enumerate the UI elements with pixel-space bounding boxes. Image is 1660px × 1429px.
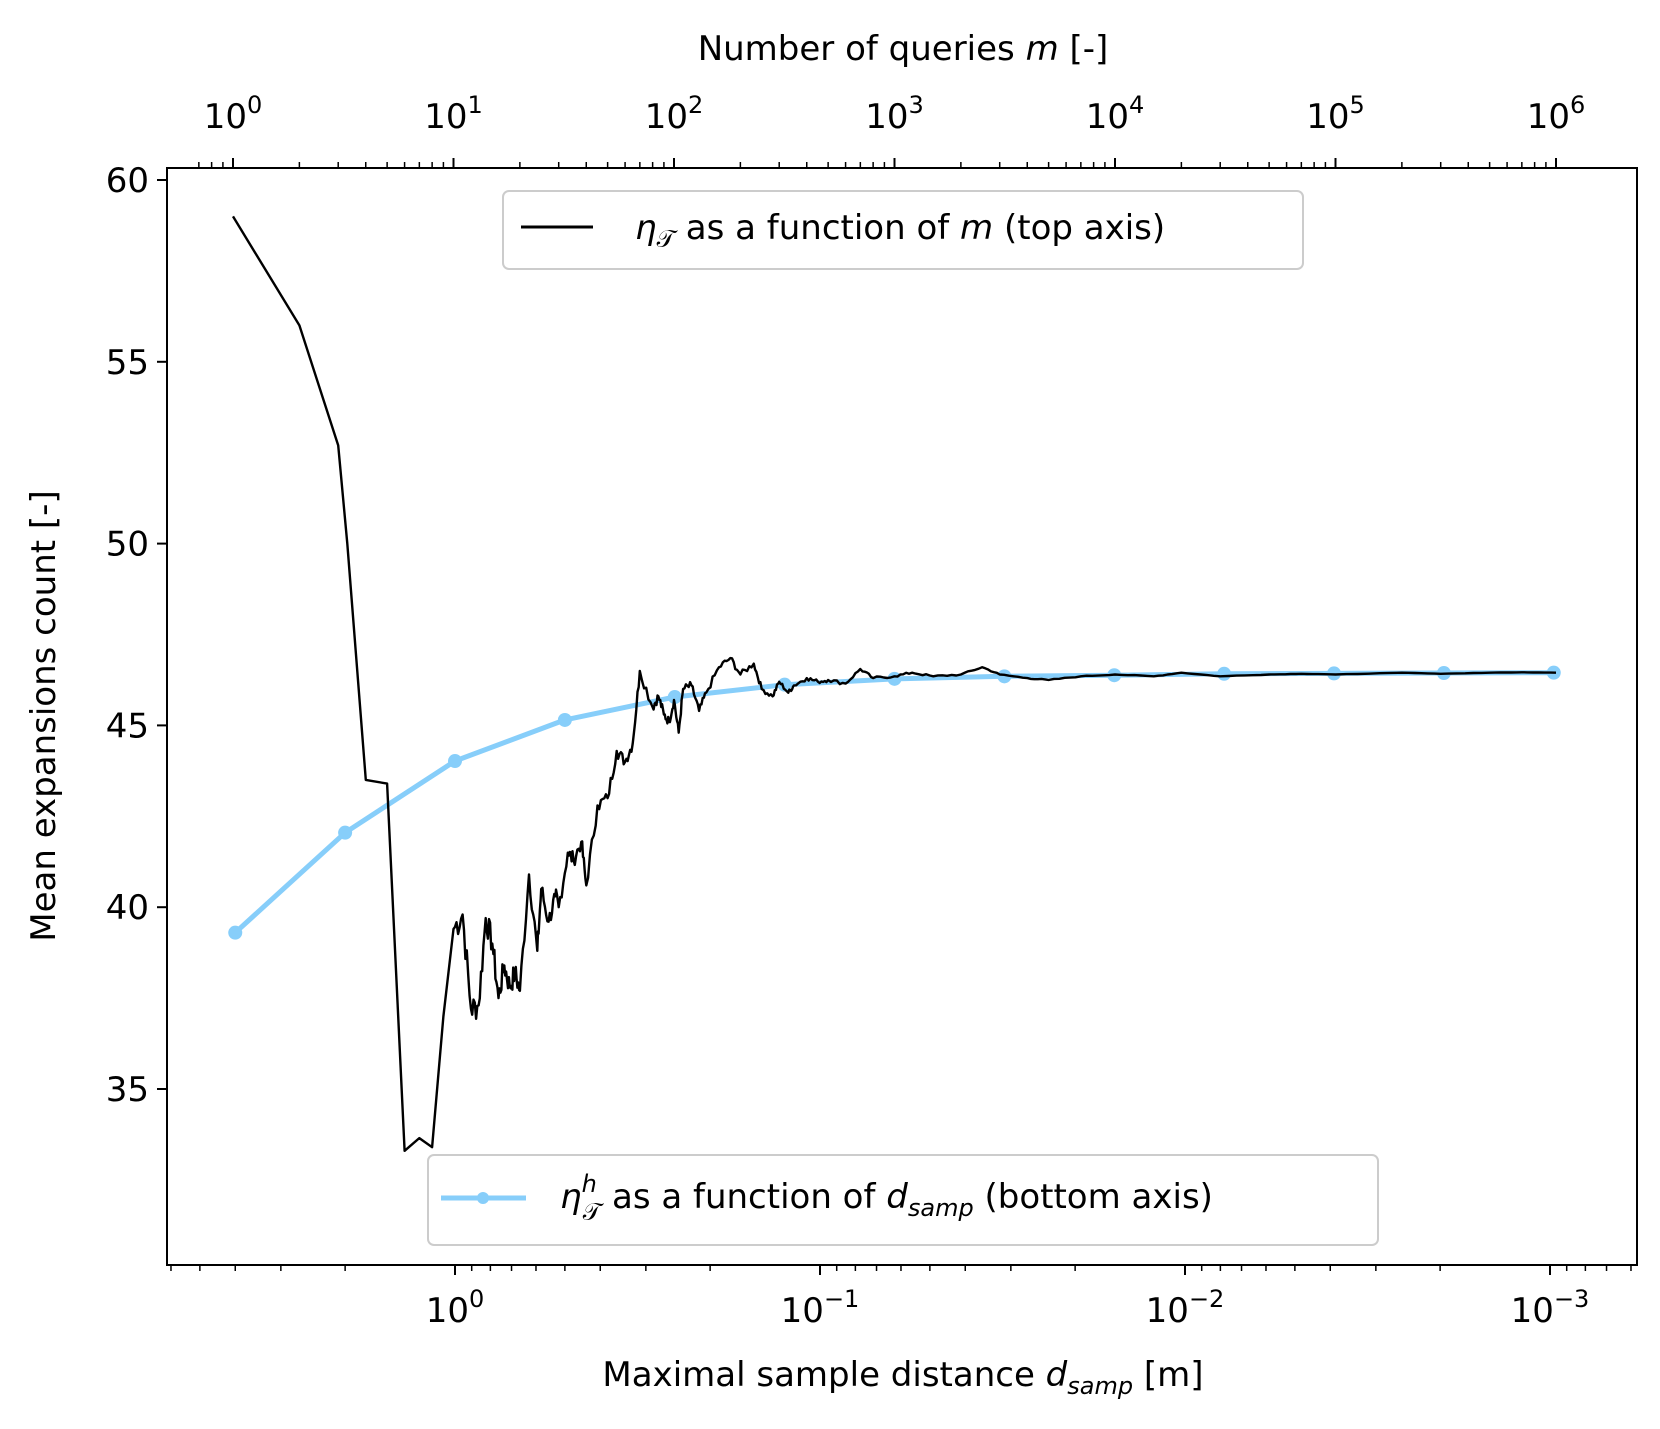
y-tick-label: 60 xyxy=(106,161,149,201)
series-layer xyxy=(228,215,1561,1152)
series-line-eta-m xyxy=(231,215,1557,1152)
top-tick-label: 105 xyxy=(1306,91,1365,137)
data-point xyxy=(228,925,243,940)
y-tick-label: 45 xyxy=(106,706,149,746)
y-tick-label: 35 xyxy=(106,1070,149,1110)
data-point xyxy=(557,712,572,727)
top-tick-label: 103 xyxy=(865,91,924,137)
data-point xyxy=(777,677,792,692)
data-point xyxy=(667,690,682,705)
data-point xyxy=(338,825,353,840)
top-axis-label: Number of queries m [-] xyxy=(698,29,1109,69)
y-tick-label: 55 xyxy=(106,343,149,383)
y-axis-label: Mean expansions count [-] xyxy=(24,490,64,941)
legend-bottom-frame xyxy=(427,1154,1379,1246)
bottom-tick-label: 100 xyxy=(426,1285,485,1331)
top-tick-label: 106 xyxy=(1527,91,1586,137)
y-tick-label: 40 xyxy=(106,888,149,928)
top-tick-label: 101 xyxy=(424,91,483,137)
bottom-tick-label: 10−3 xyxy=(1511,1285,1590,1331)
legend-top-label: η𝒯 as a function of m (top axis) xyxy=(635,208,1165,253)
top-tick-label: 102 xyxy=(645,91,704,137)
legend-bottom-label: ηh 𝒯 as a function of dsamp (bottom axis) xyxy=(560,1170,1213,1226)
legend-bottom-marker-sample xyxy=(477,1192,489,1204)
data-point xyxy=(997,669,1012,684)
bottom-tick-label: 10−2 xyxy=(1146,1285,1225,1331)
data-point xyxy=(1217,666,1232,681)
y-tick-label: 50 xyxy=(106,525,149,565)
bottom-tick-label: 10−1 xyxy=(781,1285,860,1331)
plot-frame xyxy=(166,167,1638,1266)
ticks-layer: 35 40 45 50 55 60 100 101 102 103 104 105 106 100 10−1… xyxy=(106,91,1632,1331)
top-tick-label: 100 xyxy=(204,91,263,137)
legend-top-frame xyxy=(502,190,1304,270)
legend-top: η𝒯 as a function of m (top axis) xyxy=(502,190,1304,270)
top-tick-label: 104 xyxy=(1086,91,1145,137)
bottom-axis-label: Maximal sample distance dsamp [m] xyxy=(602,1355,1203,1400)
legend-bottom: ηh 𝒯 as a function of dsamp (bottom axis) xyxy=(427,1154,1379,1246)
data-point xyxy=(448,754,462,769)
